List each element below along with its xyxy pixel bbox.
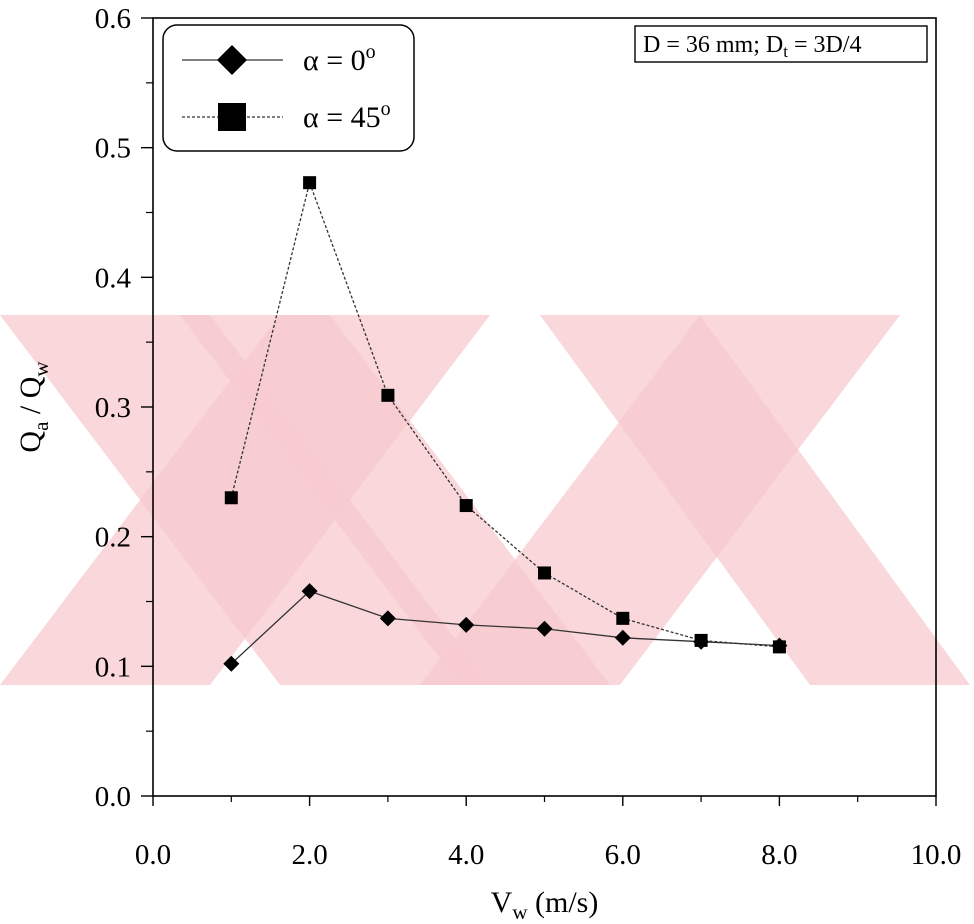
series-2 [224,176,786,654]
y-tick-label: 0.2 [95,522,131,554]
y-tick-label: 0.4 [95,262,132,294]
y-axis-title: Qa / Qw [14,361,53,453]
x-tick-label: 10.0 [911,839,962,871]
data-point-square [459,499,473,513]
data-point-square [224,491,238,505]
y-tick-label: 0.3 [95,392,131,424]
data-point-diamond [301,583,318,600]
legend-label: α = 0o [303,41,376,77]
x-tick-label: 0.0 [135,839,171,871]
series-layer [223,176,788,672]
axes: 0.0 2.0 4.0 6.0 8.0 10.0 0.0 0.1 0.2 0.3 0.4 0.5 0.6… [14,3,961,924]
series-line [230,590,780,665]
data-point-diamond [223,655,240,672]
x-axis-title: Vw (m/s) [491,886,599,924]
data-point-square [303,176,317,190]
x-tick-label: 8.0 [761,839,797,871]
data-point-diamond [458,616,475,633]
data-point-square [772,640,786,654]
y-tick-label: 0.5 [95,133,131,165]
legend-label: α = 45o [303,98,391,134]
annotation-frame [634,25,928,63]
x-tick-label: 6.0 [605,839,641,871]
legend-square-marker [218,103,246,131]
watermark-logo [0,315,970,685]
data-point-square [694,633,708,647]
legend: α = 0o α = 45o [162,24,415,152]
y-tick-label: 0.0 [95,781,131,813]
data-point-square [381,388,395,402]
data-point-diamond [614,629,631,646]
annotation-text: D = 36 mm; Dt = 3D/4 [643,32,861,61]
y-tick-label: 0.1 [95,651,131,683]
data-point-diamond [536,620,553,637]
x-tick-label: 2.0 [291,839,327,871]
y-tick-label: 0.6 [95,3,131,35]
legend-diamond-marker [217,45,247,75]
data-point-square [616,611,630,625]
data-point-diamond [379,610,396,627]
watermark-stroke-5 [180,315,610,685]
series-line [230,180,780,648]
x-tick-label: 4.0 [448,839,484,871]
annotation-box: D = 36 mm; Dt = 3D/4 [634,25,928,63]
data-point-square [538,566,551,580]
